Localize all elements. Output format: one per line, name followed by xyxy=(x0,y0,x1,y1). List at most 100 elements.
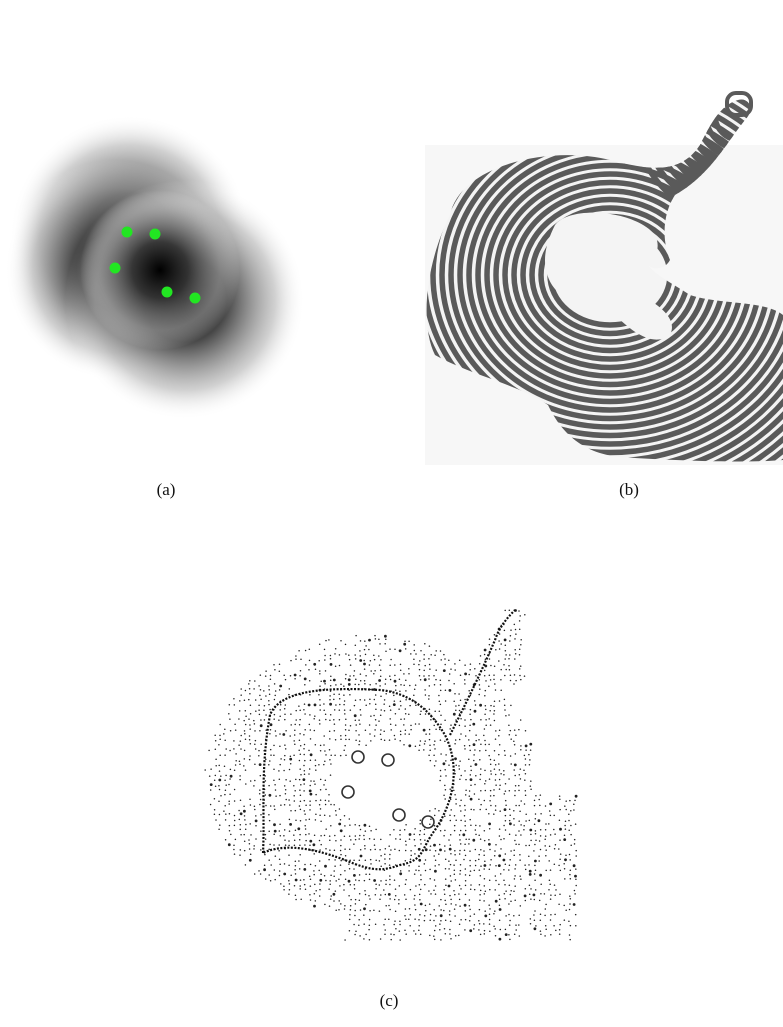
stipple-dot xyxy=(394,848,396,850)
stipple-dot xyxy=(528,819,531,822)
stipple-dot xyxy=(414,723,417,725)
stipple-dot xyxy=(323,814,326,817)
stipple-dot xyxy=(244,864,247,866)
stipple-dot xyxy=(299,768,301,770)
stipple-dot xyxy=(539,794,542,796)
stipple-dot xyxy=(453,890,455,892)
stipple-dot xyxy=(284,754,286,757)
stipple-dot xyxy=(524,744,528,748)
stipple-dot xyxy=(398,649,402,653)
stipple-dot xyxy=(574,913,577,916)
stipple-dot xyxy=(227,843,231,847)
stipple-dot xyxy=(473,809,475,811)
stipple-dot xyxy=(534,818,537,820)
stipple-dot xyxy=(225,774,227,777)
stipple-dot xyxy=(488,685,490,687)
stipple-dot xyxy=(255,815,257,817)
stipple-dot xyxy=(518,843,520,846)
stipple-dot xyxy=(378,910,381,912)
stipple-dot xyxy=(308,669,310,671)
stipple-dot xyxy=(468,795,471,797)
stipple-dot xyxy=(263,719,266,721)
stipple-dot xyxy=(523,803,526,805)
stipple-dot xyxy=(418,663,420,666)
stipple-dot xyxy=(348,863,350,865)
stipple-dot xyxy=(229,793,231,796)
stipple-dot xyxy=(243,765,245,767)
stipple-dot xyxy=(525,749,527,751)
seed-point-4 xyxy=(161,286,173,298)
stipple-dot xyxy=(329,679,332,681)
stipple-dot xyxy=(309,784,311,787)
stipple-dot xyxy=(254,763,256,765)
stipple-dot xyxy=(444,933,447,935)
stipple-dot xyxy=(558,795,561,797)
stipple-dot xyxy=(442,762,446,766)
stipple-dot xyxy=(472,743,476,746)
stipple-dot xyxy=(259,694,261,697)
stipple-dot xyxy=(347,678,351,682)
stipple-dot xyxy=(249,755,251,757)
stipple-dot xyxy=(363,648,366,651)
stipple-dot xyxy=(444,700,447,702)
stipple-dot xyxy=(243,758,246,760)
stipple-dot xyxy=(508,664,510,667)
stipple-dot xyxy=(469,859,471,862)
stipple-dot xyxy=(273,829,277,833)
stipple-dot xyxy=(233,819,236,822)
stipple-dot xyxy=(258,870,260,872)
stipple-dot xyxy=(284,789,287,791)
stipple-dot xyxy=(470,765,472,767)
stipple-dot xyxy=(545,903,547,906)
stipple-dot xyxy=(518,914,520,916)
stipple-dot xyxy=(359,659,363,662)
stipple-dot xyxy=(464,910,467,912)
stipple-dot xyxy=(363,923,365,925)
stipple-dot xyxy=(553,848,556,850)
stipple-dot xyxy=(513,674,516,676)
stipple-dot xyxy=(493,678,495,681)
stipple-dot xyxy=(249,713,252,715)
stipple-dot xyxy=(544,828,547,831)
stipple-dot xyxy=(373,909,375,911)
stipple-dot xyxy=(319,670,321,672)
stipple-dot xyxy=(305,833,307,836)
stipple-dot xyxy=(469,888,472,891)
stipple-dot xyxy=(390,729,392,731)
stipple-dot xyxy=(313,870,315,872)
stipple-dot xyxy=(299,674,301,677)
stipple-dot xyxy=(545,855,547,857)
stipple-dot xyxy=(483,854,485,856)
stipple-dot xyxy=(469,778,473,781)
stipple-dot xyxy=(404,914,406,917)
stipple-dot xyxy=(354,824,356,826)
stipple-dot xyxy=(280,758,282,760)
stipple-dot xyxy=(278,858,281,860)
stipple-dot xyxy=(449,844,452,846)
stipple-dot xyxy=(429,668,431,670)
stipple-dot xyxy=(469,864,471,867)
stipple-dot xyxy=(328,793,330,796)
stipple-dot xyxy=(428,754,430,756)
stipple-dot xyxy=(228,783,230,786)
stipple-dot xyxy=(308,648,311,651)
stipple-dot xyxy=(548,860,550,862)
stipple-dot xyxy=(388,858,391,860)
stipple-dot xyxy=(260,830,262,832)
stipple-dot xyxy=(489,888,491,891)
stipple-dot xyxy=(424,740,426,742)
stipple-dot xyxy=(250,834,252,836)
stipple-dot xyxy=(469,749,471,752)
stipple-dot xyxy=(484,743,487,746)
stipple-dot xyxy=(563,868,566,870)
stipple-dot xyxy=(318,764,320,766)
stipple-dot xyxy=(278,719,280,721)
stipple-dot xyxy=(315,769,317,771)
stipple-dot xyxy=(363,914,365,916)
stipple-dot xyxy=(353,868,355,870)
stipple-dot xyxy=(518,804,520,807)
stipple-dot xyxy=(460,799,462,802)
stipple-dot xyxy=(279,823,281,826)
stipple-dot xyxy=(349,675,351,677)
stipple-dot xyxy=(313,703,317,707)
